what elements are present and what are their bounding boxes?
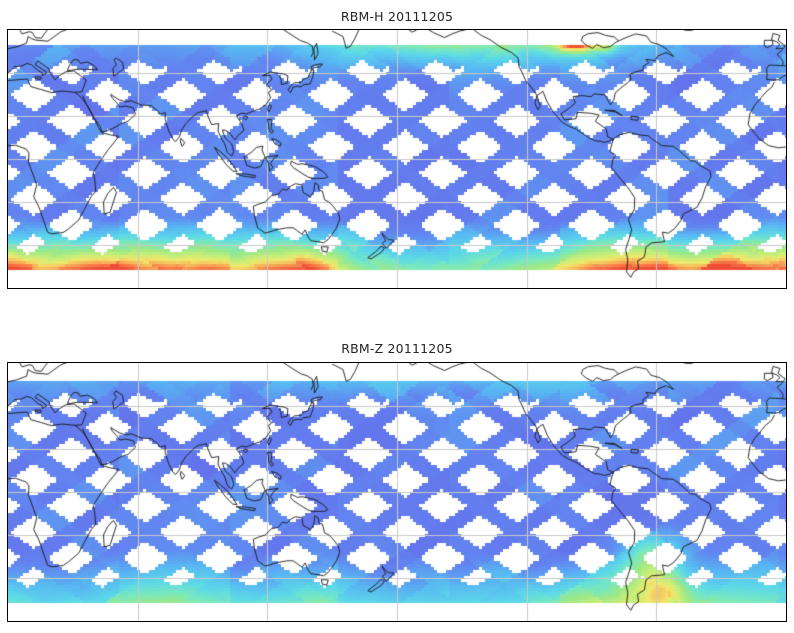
map-title-rbm-z: RBM-Z 20111205 xyxy=(341,341,453,356)
map-frame-rbm-h xyxy=(7,29,787,289)
map-canvas-rbm-h xyxy=(8,30,786,288)
map-title-rbm-h: RBM-H 20111205 xyxy=(340,9,454,24)
map-frame-rbm-z xyxy=(7,362,787,622)
map-canvas-rbm-z xyxy=(8,363,786,621)
